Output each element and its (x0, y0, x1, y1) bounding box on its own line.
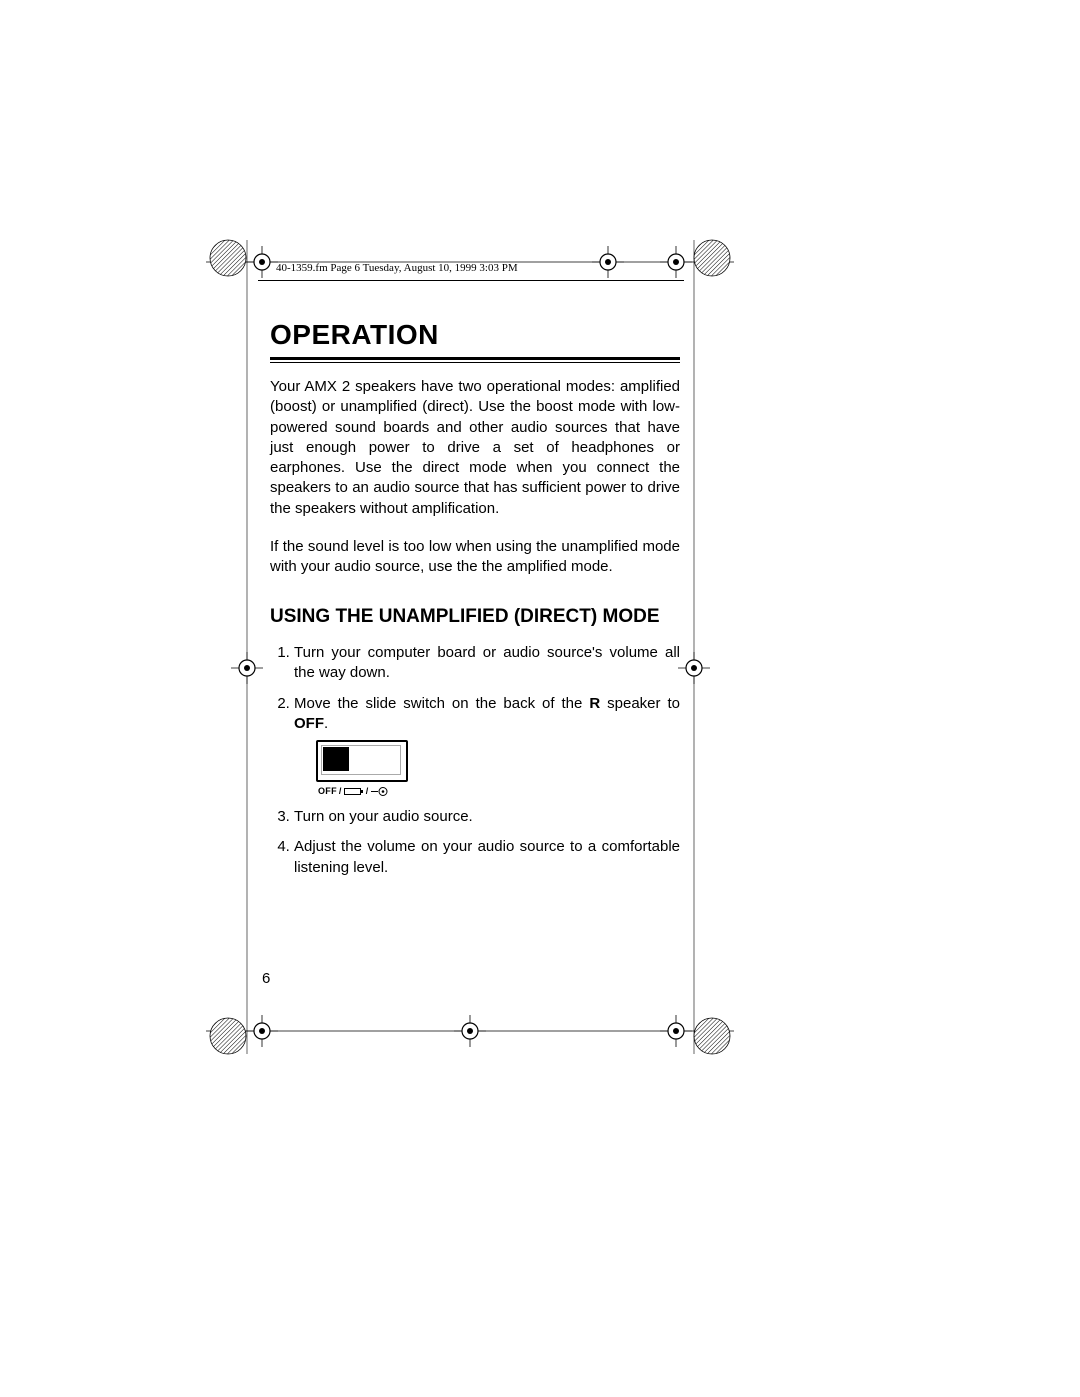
switch-label-off: OFF (318, 785, 337, 797)
step-3: Turn on your audio source. (294, 807, 680, 827)
step-2-text-a: Move the slide switch on the back of the (294, 695, 589, 712)
section-title: USING THE UNAMPLIFIED (DIRECT) MODE (270, 605, 680, 629)
switch-labels: OFF / / (318, 785, 408, 797)
step-4: Adjust the volume on your audio source t… (294, 837, 680, 878)
page-title: OPERATION (270, 319, 680, 351)
switch-outer (316, 740, 408, 782)
intro-paragraph-2: If the sound level is too low when using… (270, 537, 680, 578)
step-1: Turn your computer board or audio source… (294, 643, 680, 684)
intro-paragraph-1: Your AMX 2 speakers have two operational… (270, 377, 680, 519)
steps-list: Turn your computer board or audio source… (270, 643, 680, 878)
slash-icon: / (366, 785, 369, 797)
battery-icon (344, 787, 364, 796)
page: 40-1359.fm Page 6 Tuesday, August 10, 19… (0, 0, 1080, 1397)
switch-knob (323, 747, 349, 771)
step-2-text-c: . (324, 715, 328, 732)
title-rule-thin (270, 362, 680, 363)
step-2-bold-off: OFF (294, 715, 324, 732)
slash-icon: / (339, 785, 342, 797)
dc-plug-icon (371, 787, 389, 796)
page-number: 6 (262, 970, 270, 987)
step-2-text-b: speaker to (600, 695, 680, 712)
title-rule-thick (270, 357, 680, 360)
step-2-bold-r: R (589, 695, 600, 712)
step-2: Move the slide switch on the back of the… (294, 694, 680, 798)
switch-diagram: OFF / / (316, 740, 408, 797)
regmark-big (210, 240, 246, 276)
content-column: OPERATION Your AMX 2 speakers have two o… (270, 319, 680, 888)
